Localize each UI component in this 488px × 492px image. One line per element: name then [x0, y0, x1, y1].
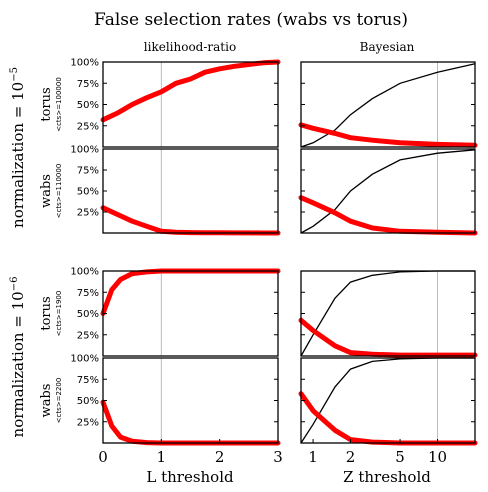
row-label-counts: <cts>=110000: [55, 164, 63, 219]
rate-series-line: [100, 59, 281, 123]
x-tick-label-left: 2: [215, 448, 225, 466]
rate-series-line: [298, 317, 478, 358]
panels: 100% 75% 50% 25% 100% 75% 50% 25% 100% 75% 50% 25% 1…: [9, 58, 478, 466]
y-tick-label: 75%: [77, 375, 99, 386]
y-tick-label: 75%: [77, 79, 99, 90]
group-label: normalization = 10−5: [9, 67, 27, 228]
panel-frame: [102, 357, 279, 444]
panel: [100, 268, 281, 357]
cumulative-series-line: [300, 149, 476, 234]
x-tick-label-right: 2: [346, 448, 356, 466]
y-tick-label: 100%: [70, 267, 99, 278]
y-tick-label: 50%: [77, 396, 99, 407]
y-tick-label: 50%: [77, 100, 99, 111]
figure-title: False selection rates (wabs vs torus): [94, 10, 408, 30]
x-tick-label-right: 10: [428, 448, 447, 466]
y-tick-label: 25%: [77, 330, 99, 341]
rate-series-line: [100, 205, 281, 236]
row-label-counts: <cts>=1900: [55, 291, 63, 337]
row-label-model: torus: [39, 87, 54, 121]
row-label-counts: <cts>=2200: [55, 378, 63, 424]
rate-series-line: [100, 399, 281, 446]
x-tick-label-right: 5: [395, 448, 405, 466]
panel: [298, 148, 478, 236]
x-tick-label-left: 3: [273, 448, 283, 466]
row-label-counts: <cts>=100000: [55, 77, 63, 132]
panel: [100, 357, 281, 446]
panel: [298, 270, 478, 358]
cumulative-series-line: [300, 357, 475, 444]
rate-series-line: [298, 122, 478, 148]
x-tick-label-right: 1: [308, 448, 318, 466]
panel-frame: [300, 148, 476, 234]
y-tick-label: 50%: [77, 187, 99, 198]
column-title-bayesian: Bayesian: [360, 40, 415, 54]
row-label-model: wabs: [39, 174, 54, 208]
rate-series-line: [298, 195, 478, 236]
panel: [298, 61, 478, 148]
rate-series-line: [100, 268, 281, 316]
y-tick-label: 100%: [70, 145, 99, 156]
y-tick-label: 100%: [70, 354, 99, 365]
x-tick-label-left: 1: [157, 448, 167, 466]
y-tick-label: 100%: [70, 58, 99, 69]
panel: [100, 148, 281, 236]
panel-frame: [102, 270, 279, 357]
row-label-model: wabs: [39, 384, 54, 418]
row-label-model: torus: [39, 296, 54, 330]
x-label-left: L threshold: [146, 468, 234, 486]
x-tick-label-left: 0: [98, 448, 108, 466]
group-label: normalization = 10−6: [9, 277, 27, 438]
column-title-likelihood: likelihood-ratio: [144, 40, 236, 54]
y-tick-label: 25%: [77, 208, 99, 219]
y-tick-label: 25%: [77, 121, 99, 132]
x-label-right: Z threshold: [343, 468, 431, 486]
panel: [298, 357, 478, 446]
panel: [100, 59, 281, 148]
y-tick-label: 75%: [77, 288, 99, 299]
y-tick-label: 75%: [77, 166, 99, 177]
cumulative-series-line: [300, 63, 476, 148]
y-tick-label: 50%: [77, 309, 99, 320]
y-tick-label: 25%: [77, 417, 99, 428]
